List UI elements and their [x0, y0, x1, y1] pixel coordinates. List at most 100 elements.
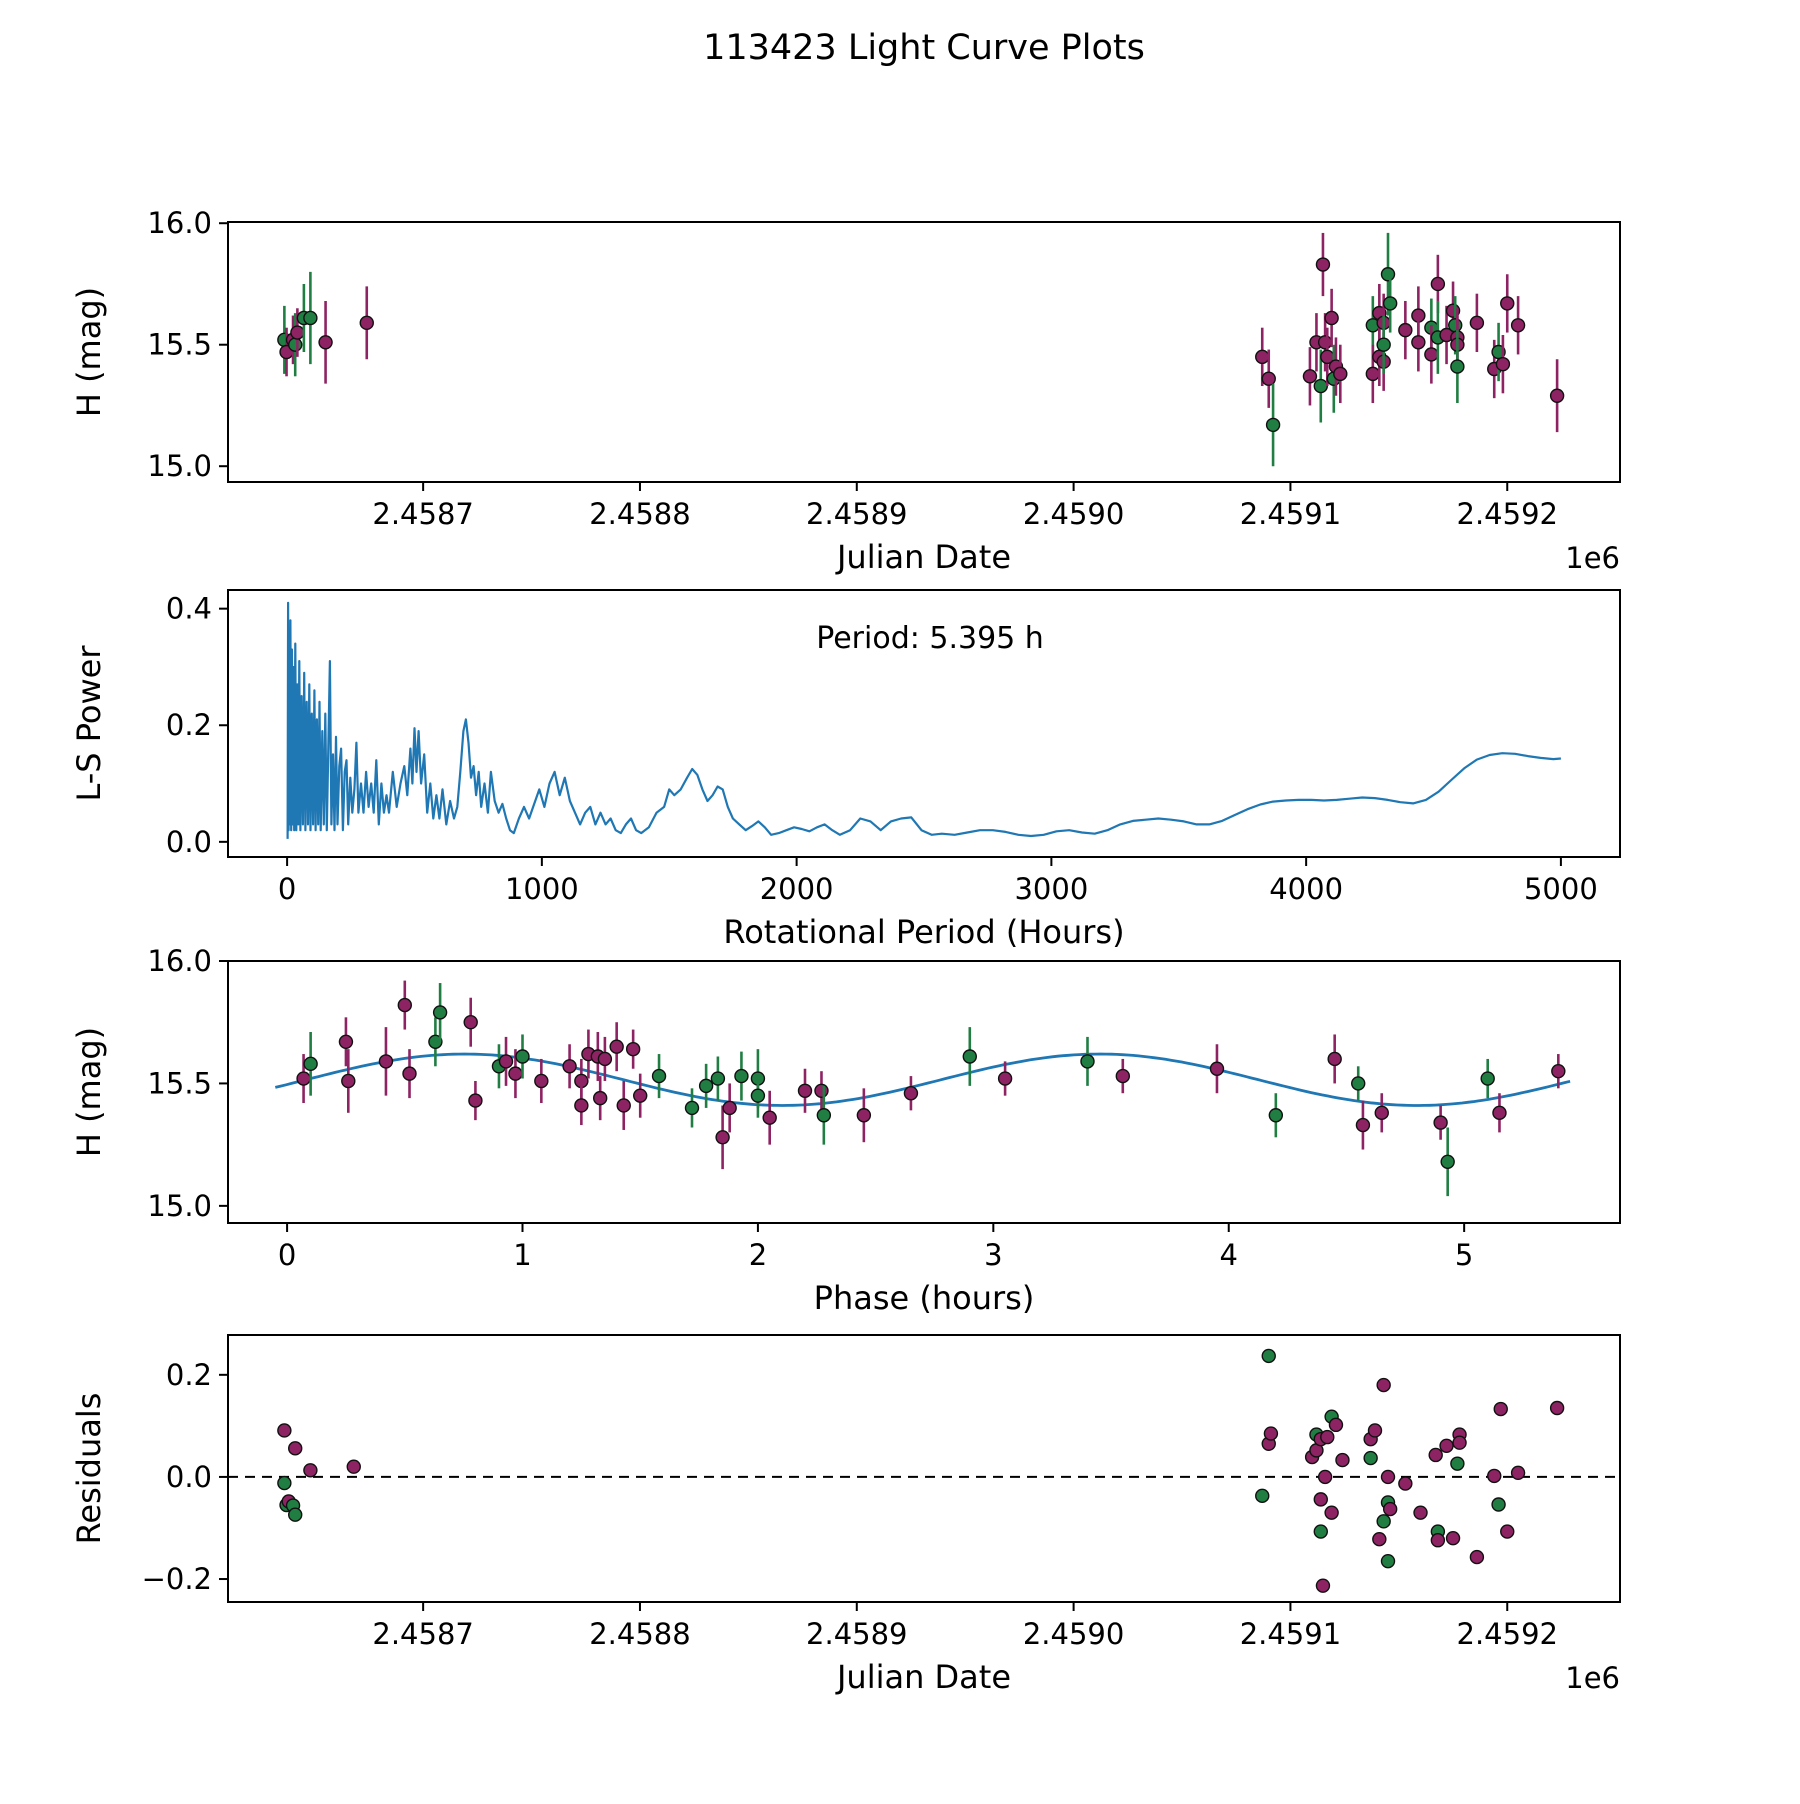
y-tick-label: 15.5: [147, 328, 212, 362]
y-tick-label: 16.0: [147, 944, 212, 978]
data-point: [1411, 335, 1426, 350]
x-axis-label: Julian Date: [835, 1658, 1011, 1696]
data-point: [1080, 1054, 1095, 1069]
data-point: [290, 325, 305, 340]
x-tick-label: 2000: [760, 872, 834, 906]
data-point: [1495, 356, 1511, 372]
data-point: [428, 1034, 443, 1050]
data-point: [1315, 1578, 1331, 1593]
data-point: [1324, 310, 1339, 326]
data-point: [1450, 1456, 1465, 1471]
data-point: [814, 1083, 829, 1098]
x-tick-label: 5000: [1524, 872, 1598, 906]
panel-light-curve: 2.4587 2.4588 2.4589 2.4590 2.4591 2.4592 15.0…: [70, 206, 1621, 576]
data-point: [633, 1088, 648, 1103]
data-point: [515, 1049, 530, 1064]
data-point: [1382, 296, 1398, 311]
data-point: [303, 310, 318, 326]
data-point: [762, 1110, 777, 1125]
data-point: [1335, 1452, 1350, 1468]
data-point: [1263, 1426, 1279, 1441]
data-point: [651, 1068, 667, 1084]
data-point: [1372, 1532, 1387, 1547]
data-point: [346, 1459, 361, 1474]
data-point: [1440, 1154, 1455, 1169]
panel-residuals: 2.4587 2.4588 2.4589 2.4590 2.4591 2.4592 −0.2…: [70, 1334, 1621, 1696]
data-point: [997, 1071, 1013, 1086]
data-point: [1313, 1524, 1328, 1539]
data-point: [1424, 347, 1439, 362]
data-point: [715, 1130, 730, 1145]
x-tick-label: 2.4589: [806, 497, 907, 531]
data-point: [1398, 322, 1413, 338]
axes-frame: [227, 960, 1621, 1224]
data-point: [1487, 1468, 1502, 1484]
data-point: [1380, 1553, 1396, 1569]
data-point: [277, 1475, 292, 1491]
data-point: [1302, 369, 1318, 384]
data-point: [609, 1039, 624, 1054]
data-point: [1265, 417, 1281, 433]
data-point: [296, 1071, 311, 1086]
data-point: [397, 997, 412, 1013]
x-tick-label: 2: [749, 1238, 767, 1272]
axes-frame: [227, 1334, 1621, 1603]
data-point: [1549, 388, 1565, 403]
data-point: [1450, 359, 1465, 374]
y-axis-label: H (mag): [70, 287, 108, 417]
panel-periodogram: 0 1000 2000 3000 4000 5000 0.0 0.2 0.4 Rotational…: [70, 589, 1621, 951]
x-tick-label: 5: [1455, 1238, 1473, 1272]
data-point: [597, 1051, 613, 1067]
x-tick-label: 0: [278, 872, 296, 906]
data-point: [303, 1463, 318, 1478]
y-tick-label: 0.2: [166, 1358, 212, 1392]
y-tick-label: 15.0: [147, 1189, 212, 1223]
y-tick-label: 16.0: [147, 206, 212, 240]
data-point: [498, 1054, 514, 1069]
data-point: [378, 1054, 394, 1069]
data-point: [1380, 1469, 1396, 1485]
data-point: [574, 1073, 589, 1089]
data-point: [1510, 1465, 1526, 1481]
y-tick-label: 0.0: [166, 825, 212, 859]
y-tick-label: 0.2: [166, 708, 212, 742]
data-point: [1255, 349, 1270, 365]
data-point: [1317, 335, 1333, 350]
data-point: [1315, 257, 1331, 272]
y-axis-label: Residuals: [70, 1393, 108, 1545]
data-point: [562, 1059, 577, 1074]
data-point: [1398, 1476, 1413, 1491]
data-point: [1363, 1450, 1378, 1466]
data-point: [722, 1100, 737, 1116]
data-point: [341, 1073, 356, 1089]
data-point: [616, 1098, 631, 1113]
data-point: [303, 1056, 318, 1072]
x-tick-label: 1: [513, 1238, 531, 1272]
x-tick-label: 2.4592: [1457, 497, 1558, 531]
x-tick-label: 2.4590: [1023, 1617, 1124, 1651]
data-point: [592, 1090, 608, 1106]
x-axis-label: Phase (hours): [814, 1279, 1035, 1317]
data-point: [468, 1093, 483, 1108]
data-point: [1433, 1115, 1448, 1130]
data-point: [1500, 296, 1515, 311]
data-point: [1261, 371, 1276, 386]
data-point: [574, 1098, 589, 1113]
data-point: [856, 1108, 872, 1123]
data-point: [710, 1071, 726, 1086]
data-point: [1428, 1447, 1443, 1463]
data-point: [1382, 1501, 1398, 1517]
x-tick-label: 2.4590: [1023, 497, 1124, 531]
data-point: [1452, 1435, 1467, 1450]
data-point: [1551, 1063, 1566, 1079]
data-point: [402, 1066, 417, 1081]
data-point: [1439, 1438, 1454, 1453]
data-point: [1317, 1469, 1333, 1485]
data-point: [1374, 1105, 1389, 1121]
x-tick-label: 2.4589: [806, 1617, 907, 1651]
data-point: [625, 1041, 641, 1057]
data-point: [1491, 1497, 1506, 1512]
data-point: [1324, 1505, 1339, 1520]
